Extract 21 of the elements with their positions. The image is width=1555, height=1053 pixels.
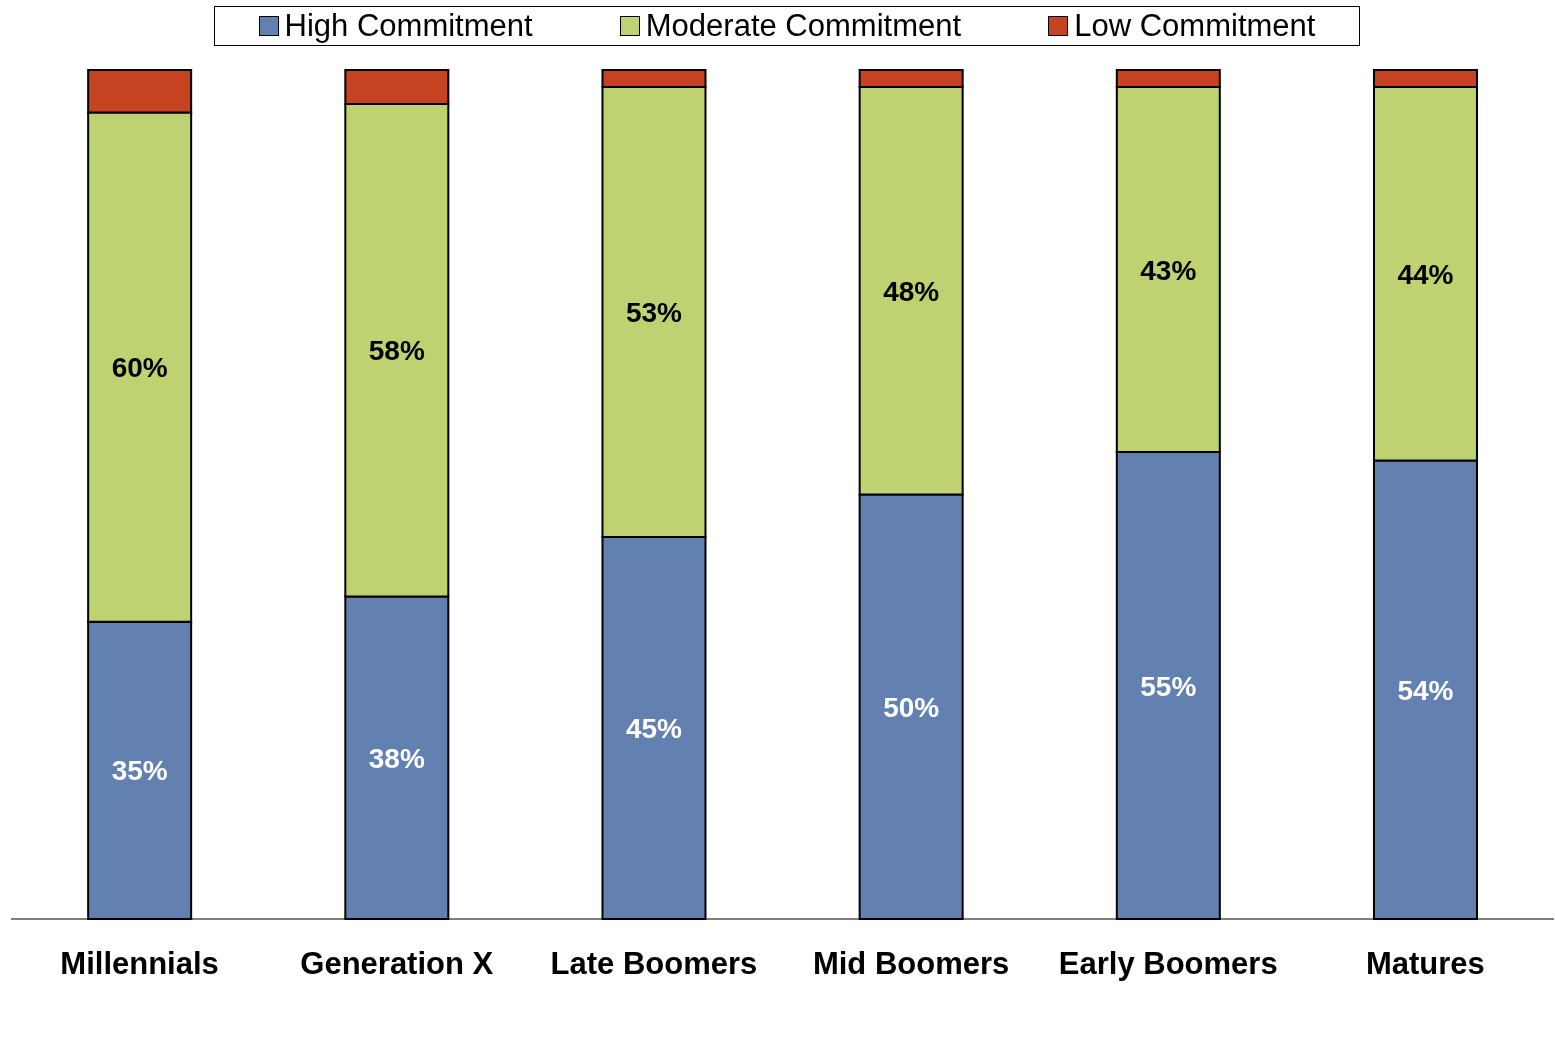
data-label: 54% bbox=[1397, 674, 1454, 706]
data-label: 44% bbox=[1397, 258, 1454, 290]
x-tick-label: Generation X bbox=[300, 946, 494, 982]
x-tick-label: Early Boomers bbox=[1058, 946, 1278, 982]
legend-label: Low Commitment bbox=[1073, 8, 1316, 44]
data-label: 45% bbox=[625, 712, 683, 744]
data-label: 60% bbox=[111, 352, 168, 384]
legend-label: High Commitment bbox=[283, 8, 533, 44]
data-label: 35% bbox=[111, 755, 168, 787]
data-label: 50% bbox=[883, 691, 940, 723]
data-label: 55% bbox=[1140, 670, 1197, 702]
x-tick-label: Matures bbox=[1365, 946, 1485, 982]
x-tick-label: Millennials bbox=[60, 946, 219, 982]
x-tick-label: Late Boomers bbox=[550, 946, 758, 982]
data-label: 53% bbox=[625, 296, 683, 328]
legend-label: Moderate Commitment bbox=[644, 8, 962, 44]
data-label: 48% bbox=[883, 275, 940, 307]
data-label: 58% bbox=[368, 335, 425, 367]
data-label: 43% bbox=[1140, 254, 1197, 286]
x-tick-label: Mid Boomers bbox=[812, 946, 1010, 982]
data-label: 38% bbox=[368, 742, 425, 774]
